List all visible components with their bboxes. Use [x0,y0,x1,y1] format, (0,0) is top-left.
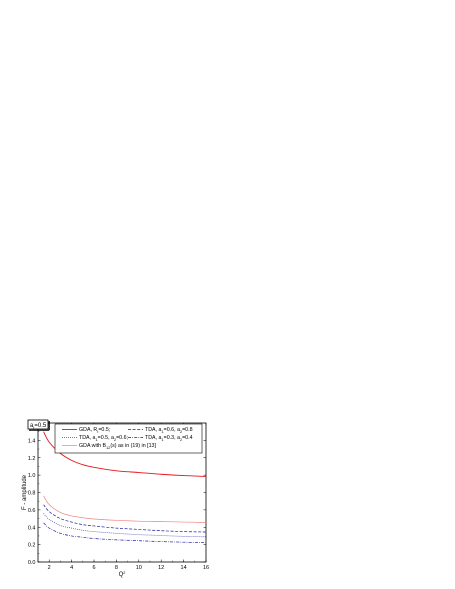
y-axis-label: F - amplitude [22,474,28,510]
x-tick-label: 8 [115,565,118,571]
x-axis-label: Q2 [119,571,126,578]
legend-label-4: TDA, a1=0.3, a2=0.4 [145,435,193,442]
legend-box [54,423,203,454]
x-tick-label: 4 [70,565,73,571]
annotation: at=0.5 [27,419,50,431]
y-tick-label: 1.0 [28,473,36,479]
annotation-text: at=0.5 [30,423,47,430]
y-tick-label: 1.4 [28,438,36,444]
y-tick-label: 0.0 [28,560,36,566]
legend-label-1: GDA, Rt=0.5; [79,427,110,434]
series-line-5 [43,495,206,523]
y-tick-label: 0.2 [28,543,36,549]
x-tick-label: 12 [158,565,164,571]
annotation-box [27,419,49,430]
legend-label-3: TDA, a1=0.5, a2=0.6; [79,435,128,442]
y-tick-label: 0.8 [28,491,36,497]
y-tick-label: 1.2 [28,456,36,462]
x-tick-label: 6 [92,565,95,571]
series-line-4 [43,522,206,544]
x-tick-label: 10 [136,565,142,571]
y-tick-label: 0.4 [28,525,36,531]
x-tick-label: 2 [48,565,51,571]
x-tick-label: 16 [203,565,209,571]
y-tick-label: 0.6 [28,508,36,514]
legend-label-5: GDA with B12(s) as in (19) in [13] [79,443,156,450]
series-line-3 [43,513,206,538]
series-line-2 [43,504,206,533]
x-tick-label: 14 [181,565,187,571]
legend-label-2: TDA, a1=0.6, a2=0.8 [145,427,193,434]
